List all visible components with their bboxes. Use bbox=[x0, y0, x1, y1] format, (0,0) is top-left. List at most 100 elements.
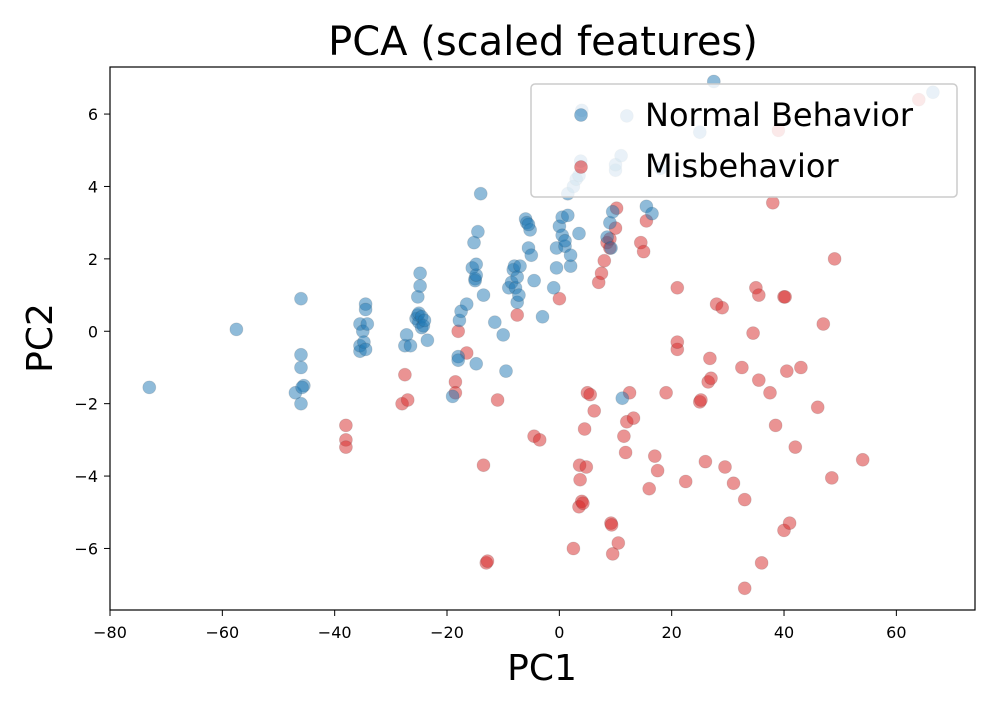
misbehavior-point bbox=[650, 463, 665, 478]
misbehavior-point bbox=[855, 452, 870, 467]
misbehavior-point bbox=[779, 364, 794, 379]
misbehavior-point bbox=[579, 460, 594, 474]
misbehavior-point bbox=[765, 195, 780, 210]
chart-title: PCA (scaled features) bbox=[328, 19, 758, 65]
normal-behavior-point bbox=[487, 315, 502, 330]
normal-behavior-point bbox=[615, 391, 630, 406]
normal-behavior-point bbox=[476, 288, 491, 303]
misbehavior-point bbox=[626, 411, 641, 426]
normal-behavior-point bbox=[294, 347, 308, 362]
series-normal-behavior-points bbox=[142, 74, 940, 411]
x-tick-label: −60 bbox=[205, 623, 239, 642]
normal-behavior-point bbox=[360, 317, 375, 331]
misbehavior-point bbox=[642, 481, 657, 496]
misbehavior-point bbox=[573, 472, 587, 487]
misbehavior-point bbox=[778, 289, 792, 304]
misbehavior-point bbox=[816, 317, 831, 331]
normal-behavior-point bbox=[560, 208, 575, 223]
normal-behavior-point bbox=[524, 248, 539, 263]
normal-behavior-point bbox=[645, 206, 659, 221]
normal-behavior-point bbox=[413, 279, 428, 293]
misbehavior-point bbox=[510, 308, 525, 322]
normal-behavior-point bbox=[546, 280, 561, 295]
legend-label-misbehavior: Misbehavior bbox=[645, 147, 839, 185]
normal-behavior-point bbox=[512, 288, 526, 303]
misbehavior-point bbox=[746, 326, 760, 341]
y-tick-label: −4 bbox=[74, 467, 98, 486]
misbehavior-point bbox=[751, 373, 766, 388]
misbehavior-point bbox=[768, 418, 783, 433]
misbehavior-point bbox=[636, 244, 651, 259]
normal-behavior-point bbox=[451, 353, 466, 368]
legend-marker-normal-behavior bbox=[574, 108, 588, 122]
y-axis-ticks: −6 −4 −2 0 2 4 6 bbox=[74, 105, 110, 558]
misbehavior-point bbox=[718, 460, 732, 474]
normal-behavior-point bbox=[513, 259, 527, 274]
misbehavior-point bbox=[587, 403, 602, 418]
misbehavior-point bbox=[735, 360, 749, 375]
misbehavior-point bbox=[704, 371, 718, 386]
misbehavior-point bbox=[577, 422, 592, 436]
misbehavior-point bbox=[605, 547, 620, 561]
x-tick-label: −40 bbox=[318, 623, 352, 642]
misbehavior-point bbox=[338, 440, 353, 455]
misbehavior-point bbox=[659, 385, 673, 400]
misbehavior-point bbox=[338, 418, 353, 433]
misbehavior-point bbox=[670, 335, 685, 350]
misbehavior-point bbox=[617, 429, 631, 444]
normal-behavior-point bbox=[604, 241, 618, 255]
normal-behavior-point bbox=[420, 333, 435, 348]
misbehavior-point bbox=[576, 496, 590, 511]
normal-behavior-point bbox=[413, 266, 428, 281]
normal-behavior-point bbox=[358, 302, 373, 317]
misbehavior-point bbox=[788, 440, 803, 455]
misbehavior-point bbox=[751, 288, 766, 303]
misbehavior-point bbox=[604, 518, 619, 532]
misbehavior-point bbox=[480, 554, 495, 568]
misbehavior-point bbox=[715, 300, 730, 315]
misbehavior-point bbox=[737, 581, 752, 596]
misbehavior-point bbox=[726, 476, 741, 491]
misbehavior-point bbox=[794, 360, 808, 375]
misbehavior-point bbox=[763, 385, 777, 400]
x-tick-label: −20 bbox=[430, 623, 464, 642]
normal-behavior-point bbox=[469, 257, 484, 272]
misbehavior-point bbox=[647, 449, 662, 464]
misbehavior-point bbox=[678, 474, 693, 489]
x-axis-ticks: −80 −60 −40 −20 0 20 40 60 bbox=[93, 610, 907, 642]
normal-behavior-point bbox=[470, 224, 485, 239]
misbehavior-point bbox=[824, 470, 839, 485]
misbehavior-point bbox=[737, 492, 752, 507]
y-tick-label: 2 bbox=[88, 250, 98, 269]
normal-behavior-point bbox=[563, 248, 578, 263]
normal-behavior-point bbox=[295, 380, 310, 395]
normal-behavior-point bbox=[229, 322, 244, 337]
x-tick-label: −80 bbox=[93, 623, 127, 642]
x-tick-label: 0 bbox=[554, 623, 564, 642]
normal-behavior-point bbox=[294, 291, 308, 306]
normal-behavior-point bbox=[535, 309, 550, 324]
normal-behavior-point bbox=[473, 186, 488, 201]
misbehavior-point bbox=[611, 536, 626, 550]
misbehavior-point bbox=[754, 556, 769, 570]
normal-behavior-point bbox=[558, 233, 572, 248]
misbehavior-point bbox=[618, 445, 633, 460]
normal-behavior-point bbox=[417, 313, 432, 328]
normal-behavior-point bbox=[469, 356, 484, 371]
normal-behavior-point bbox=[358, 342, 373, 357]
normal-behavior-point bbox=[294, 360, 308, 375]
normal-behavior-point bbox=[142, 380, 157, 395]
legend-label-normal-behavior: Normal Behavior bbox=[645, 96, 914, 134]
misbehavior-point bbox=[476, 458, 491, 473]
y-tick-label: 6 bbox=[88, 105, 98, 124]
y-tick-label: −6 bbox=[74, 539, 98, 558]
y-axis-label: PC2 bbox=[20, 303, 61, 373]
normal-behavior-point bbox=[496, 327, 511, 342]
normal-behavior-point bbox=[403, 338, 418, 353]
misbehavior-point bbox=[698, 454, 713, 469]
normal-behavior-point bbox=[459, 297, 474, 312]
normal-behavior-point bbox=[521, 217, 536, 232]
misbehavior-point bbox=[566, 541, 581, 556]
misbehavior-point bbox=[400, 393, 415, 407]
plot-frame bbox=[109, 66, 976, 611]
